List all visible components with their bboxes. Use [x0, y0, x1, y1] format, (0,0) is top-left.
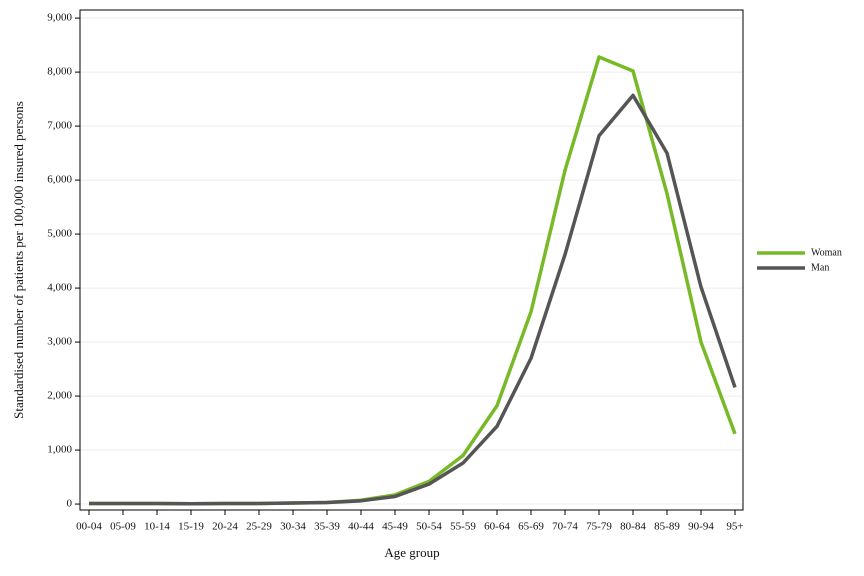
x-tick-label: 30-34: [280, 521, 306, 533]
series-line: [89, 93, 737, 506]
x-tick-label: 75-79: [586, 521, 612, 533]
y-tick-label: 1,000: [47, 444, 72, 456]
x-tick-label: 65-69: [518, 521, 544, 533]
x-tick-label: 60-64: [484, 521, 510, 533]
x-tick-label: 70-74: [552, 521, 578, 533]
x-tick-label: 40-44: [348, 521, 374, 533]
x-tick-label: 35-39: [314, 521, 340, 533]
x-tick-label: 95+: [726, 521, 743, 533]
plot-frame: [79, 9, 744, 511]
x-tick-label: 50-54: [416, 521, 442, 533]
x-axis-label: Age group: [384, 545, 439, 560]
y-tick-label: 0: [67, 498, 73, 510]
y-tick-label: 6,000: [47, 174, 72, 186]
x-tick-label: 80-84: [620, 521, 646, 533]
y-axis-label: Standardised number of patients per 100,…: [11, 101, 26, 419]
y-tick-label: 2,000: [47, 390, 72, 402]
x-tick-label: 55-59: [450, 521, 476, 533]
x-tick-label: 10-14: [144, 521, 170, 533]
x-tick-label: 45-49: [382, 521, 408, 533]
series-line: [89, 55, 737, 506]
legend-label: Woman: [811, 247, 842, 258]
y-tick-label: 9,000: [47, 12, 72, 24]
legend-label: Man: [811, 262, 829, 273]
x-tick-label: 00-04: [76, 521, 102, 533]
y-tick-label: 4,000: [47, 282, 72, 294]
y-tick-label: 7,000: [47, 120, 72, 132]
x-tick-label: 05-09: [110, 521, 136, 533]
x-tick-label: 85-89: [654, 521, 680, 533]
x-tick-label: 15-19: [178, 521, 204, 533]
x-tick-label: 20-24: [212, 521, 238, 533]
y-tick-label: 3,000: [47, 336, 72, 348]
x-tick-label: 25-29: [246, 521, 272, 533]
x-tick-label: 90-94: [688, 521, 714, 533]
y-tick-label: 5,000: [47, 228, 72, 240]
y-tick-label: 8,000: [47, 66, 72, 78]
